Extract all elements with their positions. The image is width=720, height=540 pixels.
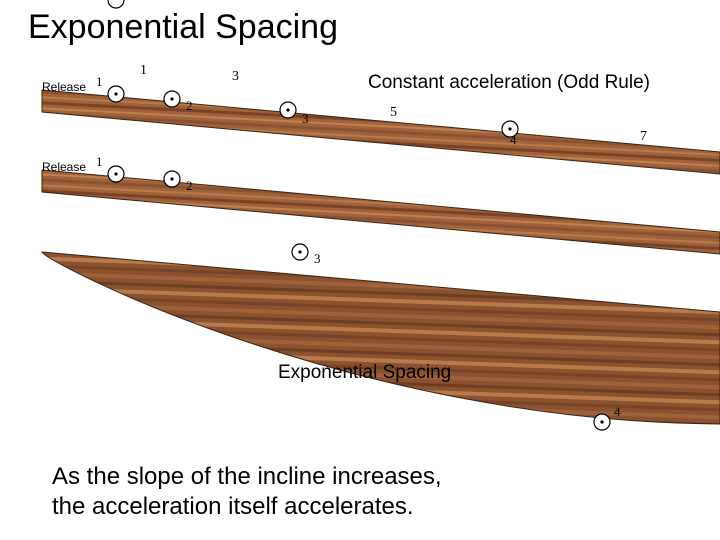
- ball: 1: [96, 154, 124, 182]
- segment-number: 3: [232, 69, 239, 84]
- ball-number: 3: [302, 111, 309, 126]
- ball: 11: [96, 63, 147, 102]
- release-2: Release: [42, 160, 86, 174]
- segment-number: 1: [140, 63, 147, 78]
- caption: As the slope of the incline increases, t…: [52, 462, 442, 522]
- ball-number: 3: [314, 251, 321, 266]
- ball-number: 2: [186, 98, 193, 113]
- ball: 23: [164, 69, 239, 113]
- ball: 4: [594, 404, 621, 430]
- segment-number: 5: [390, 105, 397, 120]
- ball: 35: [280, 102, 397, 126]
- release-1: Release: [42, 80, 86, 94]
- curved-wedge: [42, 252, 720, 424]
- ball: [108, 0, 124, 8]
- ball: 2: [164, 171, 193, 193]
- ball: 3: [292, 244, 321, 266]
- exp-spacing-label: Exponential Spacing: [278, 362, 451, 384]
- row1-balls: [108, 0, 124, 8]
- caption-line-1: As the slope of the incline increases,: [52, 462, 442, 492]
- ball-number: 1: [96, 154, 103, 169]
- ball-number: 2: [186, 178, 193, 193]
- plank-middle: [42, 170, 720, 254]
- ball-number: 1: [96, 74, 103, 89]
- caption-line-2: the acceleration itself accelerates.: [52, 492, 442, 522]
- ball: 47: [502, 121, 647, 147]
- plank-top: [42, 90, 720, 174]
- ball-number: 4: [510, 132, 517, 147]
- diagram-stage: Exponential Spacing: [0, 0, 720, 540]
- segment-number: 7: [640, 129, 647, 144]
- ball-number: 4: [614, 404, 621, 419]
- odd-rule-label: Constant acceleration (Odd Rule): [368, 72, 650, 94]
- page-title: Exponential Spacing: [28, 8, 338, 47]
